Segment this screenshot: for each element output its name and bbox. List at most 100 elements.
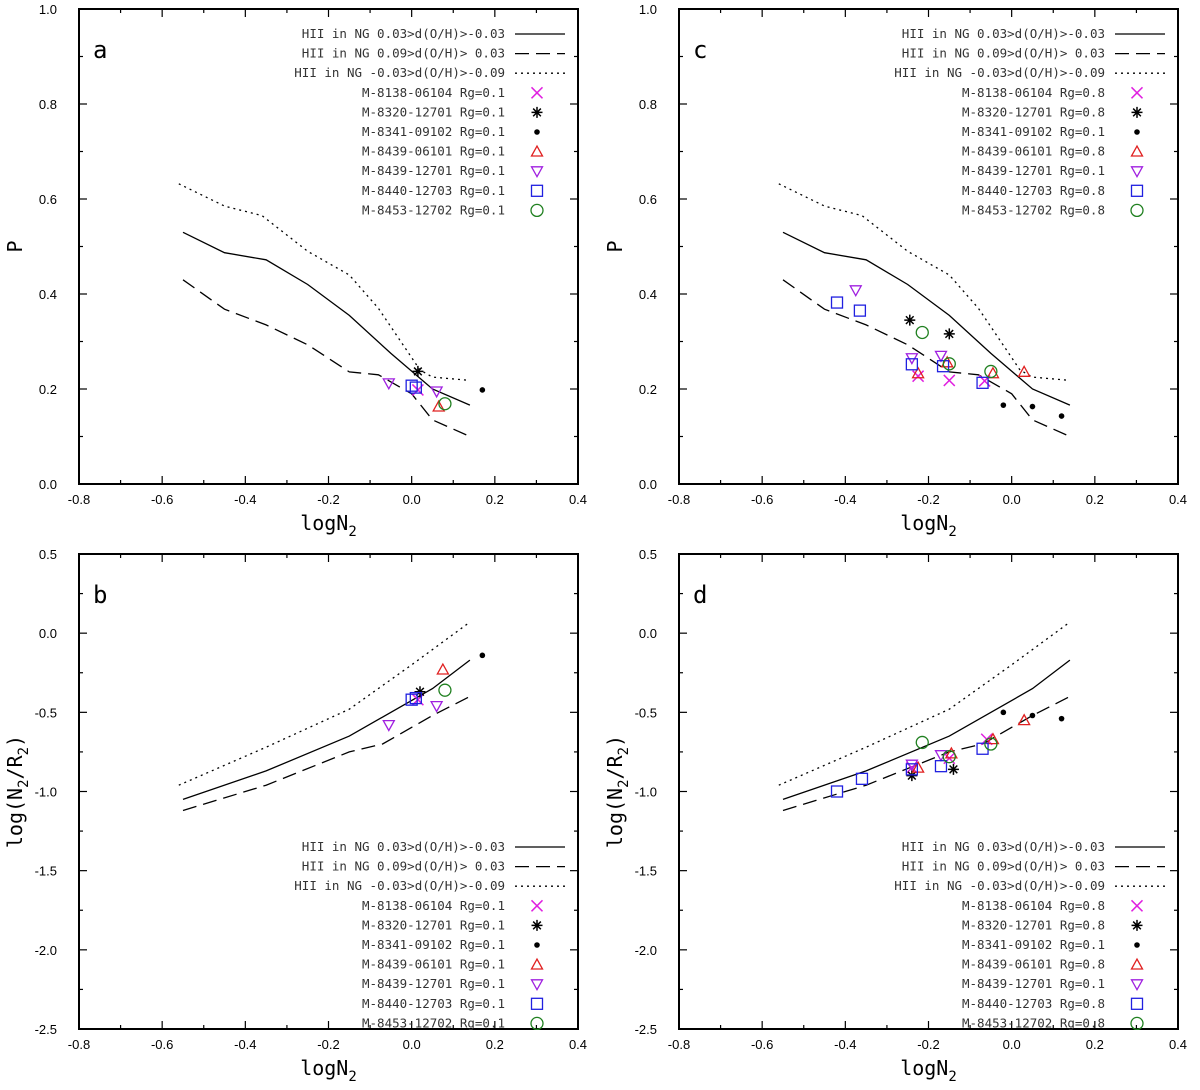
marker-M-8453-12702 (915, 325, 929, 340)
y-tick-label: -0.5 (635, 705, 657, 720)
marker-M-8453-12702 (942, 357, 956, 371)
y-axis-label: P (603, 240, 627, 252)
panel-letter: d (693, 581, 707, 609)
marker-M-8440-12703 (409, 691, 422, 705)
curve-solid (782, 659, 1071, 801)
marker-M-8439-12701 (430, 386, 444, 399)
legend-label-M-8341-09102: M-8341-09102 Rg=0.1 (962, 937, 1105, 952)
x-tick-label: -0.2 (317, 1037, 339, 1052)
curve-dashed (182, 695, 471, 812)
curve-solid (782, 231, 1071, 406)
legend-label-M-8453-12702: M-8453-12702 Rg=0.1 (362, 1015, 505, 1030)
legend-label-M-8453-12702: M-8453-12702 Rg=0.1 (362, 202, 505, 217)
legend-line-label-dashed: HII in NG 0.09>d(O/H)> 0.03 (302, 46, 505, 61)
plot-frame (78, 8, 579, 485)
legend-marker-M-8439-12701 (530, 166, 544, 179)
legend-label-M-8453-12702: M-8453-12702 Rg=0.8 (962, 1015, 1105, 1030)
legend-marker-M-8341-09102 (534, 129, 540, 135)
legend-label-M-8439-12701: M-8439-12701 Rg=0.1 (962, 163, 1105, 178)
x-tick-label: -0.6 (151, 1037, 173, 1052)
x-tick-label: -0.4 (834, 1037, 856, 1052)
y-tick-label: 0.4 (639, 287, 657, 302)
y-tick-label: -2.0 (35, 943, 57, 958)
legend-label-M-8439-06101: M-8439-06101 Rg=0.8 (962, 144, 1105, 159)
x-tick-label: 0.0 (1003, 492, 1021, 507)
marker-M-8453-12702 (984, 737, 998, 751)
legend-line-label-dashed: HII in NG 0.09>d(O/H)> 0.03 (302, 859, 505, 874)
marker-M-8320-12701 (943, 328, 955, 340)
chart-panel-a: -0.8 -0.6 -0.4 -0.2 0.0 0.2 0.4 0.0 0.2 0.4 0.6 0.8… (3, 2, 587, 540)
marker-M-8138-06104 (943, 374, 956, 387)
y-tick-label: 0.4 (39, 287, 57, 302)
y-tick-label: -0.5 (35, 705, 57, 720)
x-tick-label: -0.4 (234, 1037, 256, 1052)
marker-M-8439-06101 (986, 732, 1000, 745)
marker-M-8439-06101 (432, 399, 446, 412)
y-tick-label: -1.5 (635, 864, 657, 879)
legend-marker-M-8341-09102 (534, 942, 540, 948)
legend-marker-M-8453-12702 (1130, 203, 1144, 218)
legend-marker-M-8439-06101 (1130, 957, 1144, 970)
marker-M-8439-06101 (1017, 365, 1031, 377)
marker-M-8440-12703 (855, 772, 869, 785)
marker-M-8439-06101 (436, 662, 450, 675)
legend-line-label-dashed: HII in NG 0.09>d(O/H)> 0.03 (902, 859, 1105, 874)
marker-M-8453-12702 (438, 683, 452, 697)
chart-panel-b: -0.8 -0.6 -0.4 -0.2 0.0 0.2 0.4 -2.5 -2.0 -1.5 -1.… (3, 547, 587, 1085)
legend-marker-M-8138-06104 (530, 86, 544, 99)
y-tick-label: 0.8 (639, 97, 657, 112)
x-tick-label: 0.2 (486, 1037, 504, 1052)
marker-M-8440-12703 (905, 358, 919, 371)
marker-M-8341-09102 (1058, 715, 1065, 722)
marker-M-8440-12703 (409, 381, 422, 394)
y-tick-label: 0.0 (639, 626, 657, 641)
marker-M-8439-12701 (382, 719, 396, 732)
legend-marker-M-8453-12702 (530, 1016, 544, 1031)
marker-M-8453-12702 (942, 750, 956, 764)
x-tick-label: 0.4 (569, 492, 587, 507)
x-tick-label: 0.4 (569, 1037, 587, 1052)
legend-label-M-8341-09102: M-8341-09102 Rg=0.1 (362, 124, 505, 139)
x-tick-label: 0.2 (1086, 492, 1104, 507)
legend-line-label-dotted: HII in NG -0.03>d(O/H)>-0.09 (294, 65, 505, 80)
legend-marker-M-8439-06101 (530, 957, 544, 970)
legend-marker-M-8439-06101 (530, 144, 544, 157)
marker-M-8138-06104 (912, 370, 925, 383)
x-tick-label: -0.6 (151, 492, 173, 507)
y-tick-label: -1.0 (635, 785, 657, 800)
legend-label-M-8138-06104: M-8138-06104 Rg=0.1 (362, 85, 505, 100)
legend-label-M-8440-12703: M-8440-12703 Rg=0.8 (962, 996, 1105, 1011)
legend-label-M-8439-12701: M-8439-12701 Rg=0.1 (362, 976, 505, 991)
legend-marker-M-8439-06101 (1130, 144, 1144, 157)
legend-line-label-dotted: HII in NG -0.03>d(O/H)>-0.09 (894, 65, 1105, 80)
curve-dashed (182, 279, 471, 438)
curve-dashed (782, 279, 1071, 438)
x-tick-label: -0.8 (68, 492, 90, 507)
y-axis-label: P (3, 240, 27, 252)
y-tick-label: 0.5 (639, 547, 657, 562)
legend-label-M-8439-12701: M-8439-12701 Rg=0.1 (362, 163, 505, 178)
marker-M-8341-09102 (479, 387, 486, 393)
curve-dashed (782, 695, 1071, 812)
x-tick-label: -0.2 (317, 492, 339, 507)
marker-M-8341-09102 (1000, 402, 1007, 408)
legend-label-M-8320-12701: M-8320-12701 Rg=0.1 (362, 104, 505, 119)
legend-label-M-8138-06104: M-8138-06104 Rg=0.1 (362, 898, 505, 913)
y-tick-label: -2.0 (635, 943, 657, 958)
legend-label-M-8341-09102: M-8341-09102 Rg=0.1 (962, 124, 1105, 139)
legend-marker-M-8341-09102 (1134, 942, 1140, 948)
x-tick-label: 0.4 (1169, 492, 1187, 507)
y-axis-label: log(N2/R2) (603, 735, 632, 848)
legend-line-label-solid: HII in NG 0.03>d(O/H)>-0.03 (902, 26, 1105, 41)
legend-line-label-solid: HII in NG 0.03>d(O/H)>-0.03 (302, 839, 505, 854)
y-tick-label: 1.0 (639, 2, 657, 17)
legend-marker-M-8440-12703 (530, 184, 544, 197)
legend-label-M-8320-12701: M-8320-12701 Rg=0.8 (962, 104, 1105, 119)
panel-letter: a (93, 36, 107, 64)
x-tick-label: 0.0 (403, 1037, 421, 1052)
x-tick-label: -0.2 (917, 492, 939, 507)
x-axis-label: logN2 (300, 511, 357, 540)
marker-M-8440-12703 (936, 360, 950, 373)
marker-M-8440-12703 (830, 785, 844, 798)
marker-M-8439-12701 (382, 378, 396, 391)
